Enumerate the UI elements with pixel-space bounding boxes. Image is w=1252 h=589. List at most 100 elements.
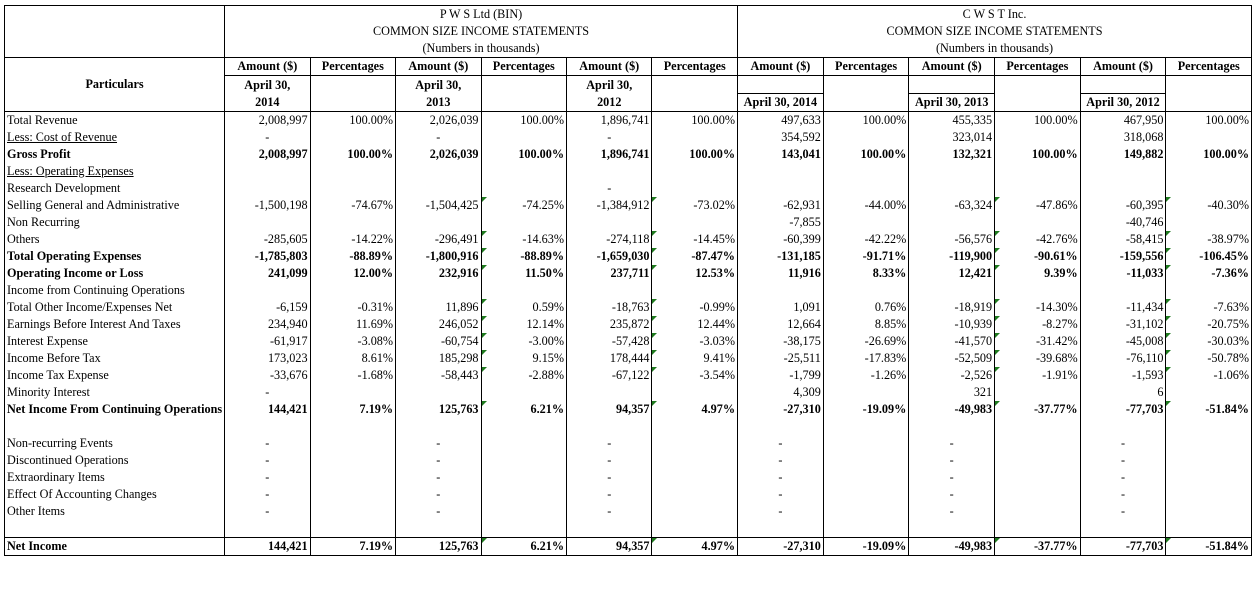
amount-cell: 2,008,997 bbox=[224, 111, 311, 129]
amount-cell: - bbox=[395, 486, 482, 503]
percentage-cell: 100.00% bbox=[309, 146, 396, 163]
percentage-cell bbox=[822, 418, 909, 435]
amount-cell bbox=[737, 180, 824, 197]
percentage-cell bbox=[651, 214, 738, 231]
amount-cell: - bbox=[224, 486, 311, 503]
amount-cell: -40,746 bbox=[1079, 214, 1166, 231]
amount-cell: -77,703 bbox=[1079, 401, 1166, 418]
percentage-cell bbox=[822, 452, 909, 469]
amount-cell: -1,504,425 bbox=[395, 197, 482, 214]
row-label: Selling General and Administrative bbox=[3, 197, 225, 214]
percentage-cell bbox=[994, 452, 1081, 469]
amount-cell: 132,321 bbox=[908, 146, 995, 163]
amount-cell: - bbox=[566, 469, 652, 486]
amount-cell: - bbox=[395, 503, 482, 520]
amount-cell: -1,593 bbox=[1079, 367, 1166, 384]
table-row: Discontinued Operations - - - - - - bbox=[3, 452, 1252, 469]
amount-cell: -31,102 bbox=[1079, 316, 1166, 333]
percentage-cell bbox=[822, 520, 909, 538]
table-row: Selling General and Administrative -1,500… bbox=[3, 197, 1252, 214]
percentage-cell bbox=[309, 503, 396, 520]
percentage-cell: 100.00% bbox=[994, 111, 1081, 129]
amount-cell: -1,500,198 bbox=[224, 197, 311, 214]
amount-cell bbox=[566, 384, 652, 401]
table-row: Operating Income or Loss 241,099 12.00% 232… bbox=[3, 265, 1252, 282]
amount-cell: - bbox=[224, 129, 311, 146]
pws-company-name: P W S Ltd (BIN) bbox=[224, 5, 738, 23]
percentage-cell bbox=[994, 435, 1081, 452]
amount-cell: -45,008 bbox=[1079, 333, 1166, 350]
amount-cell: -296,491 bbox=[395, 231, 482, 248]
percentage-cell: 100.00% bbox=[651, 146, 738, 163]
percentage-cell bbox=[480, 282, 567, 299]
empty-cell bbox=[480, 75, 567, 94]
amount-cell bbox=[566, 214, 652, 231]
amount-cell: - bbox=[395, 469, 482, 486]
amount-cell: 237,711 bbox=[566, 265, 652, 282]
amount-cell: - bbox=[566, 486, 652, 503]
percentage-cell bbox=[994, 486, 1081, 503]
table-row: Net Income From Continuing Operations 144… bbox=[3, 401, 1252, 418]
table-row bbox=[3, 520, 1252, 538]
percentage-cell bbox=[994, 282, 1081, 299]
amount-cell bbox=[908, 180, 995, 197]
percentage-cell bbox=[309, 180, 396, 197]
percentage-cell: -40.30% bbox=[1165, 197, 1252, 214]
pws-date-line: April 30, bbox=[395, 75, 482, 94]
amount-cell: -6,159 bbox=[224, 299, 311, 316]
percentage-cell bbox=[480, 452, 567, 469]
percentage-cell bbox=[822, 486, 909, 503]
percentage-cell bbox=[1165, 129, 1252, 146]
table-row: Extraordinary Items - - - - - - bbox=[3, 469, 1252, 486]
amount-cell bbox=[1079, 520, 1166, 538]
amount-cell: -67,122 bbox=[566, 367, 652, 384]
amount-cell: 94,357 bbox=[566, 401, 652, 418]
row-label: Total Revenue bbox=[3, 111, 225, 129]
table-row: Others -285,605 -14.22% -296,491 -14.63% -274… bbox=[3, 231, 1252, 248]
percentage-cell: -90.61% bbox=[994, 248, 1081, 265]
pws-statement-title: COMMON SIZE INCOME STATEMENTS bbox=[224, 23, 738, 40]
amount-cell: -60,395 bbox=[1079, 197, 1166, 214]
amount-cell: -18,763 bbox=[566, 299, 652, 316]
amount-cell: 144,421 bbox=[224, 401, 311, 418]
amount-cell: 323,014 bbox=[908, 129, 995, 146]
row-label: Non Recurring bbox=[3, 214, 225, 231]
amount-cell: -131,185 bbox=[737, 248, 824, 265]
percentage-cell: -30.03% bbox=[1165, 333, 1252, 350]
amount-cell: -1,384,912 bbox=[566, 197, 652, 214]
amount-cell: -62,931 bbox=[737, 197, 824, 214]
percentage-cell bbox=[651, 180, 738, 197]
percentage-cell: -31.42% bbox=[994, 333, 1081, 350]
amount-cell: - bbox=[908, 486, 995, 503]
percentage-cell: 11.69% bbox=[309, 316, 396, 333]
percentage-cell bbox=[480, 503, 567, 520]
percentage-cell bbox=[480, 163, 567, 180]
percentage-cell bbox=[822, 129, 909, 146]
amount-cell bbox=[566, 163, 652, 180]
percentage-cell: 8.61% bbox=[309, 350, 396, 367]
amount-cell: 125,763 bbox=[395, 401, 482, 418]
percentage-cell: -88.89% bbox=[309, 248, 396, 265]
amount-cell: - bbox=[908, 435, 995, 452]
percentage-cell: -0.31% bbox=[309, 299, 396, 316]
percentage-cell bbox=[309, 282, 396, 299]
percentages-column-header: Percentages bbox=[1165, 57, 1252, 76]
percentage-cell: -44.00% bbox=[822, 197, 909, 214]
amount-cell: 318,068 bbox=[1079, 129, 1166, 146]
percentage-cell bbox=[480, 418, 567, 435]
amount-cell: 11,916 bbox=[737, 265, 824, 282]
percentage-cell: -20.75% bbox=[1165, 316, 1252, 333]
amount-cell bbox=[395, 418, 482, 435]
amount-cell: - bbox=[566, 435, 652, 452]
amount-cell: - bbox=[224, 452, 311, 469]
amount-cell: -49,983 bbox=[908, 537, 995, 556]
cwst-date: April 30, 2013 bbox=[908, 93, 995, 112]
percentage-cell: -8.27% bbox=[994, 316, 1081, 333]
amount-cell bbox=[395, 163, 482, 180]
percentage-cell: -14.30% bbox=[994, 299, 1081, 316]
amount-cell: - bbox=[566, 180, 652, 197]
percentage-cell: -7.63% bbox=[1165, 299, 1252, 316]
amount-cell: - bbox=[1079, 452, 1166, 469]
row-label: Non-recurring Events bbox=[3, 435, 225, 452]
percentage-cell: -26.69% bbox=[822, 333, 909, 350]
